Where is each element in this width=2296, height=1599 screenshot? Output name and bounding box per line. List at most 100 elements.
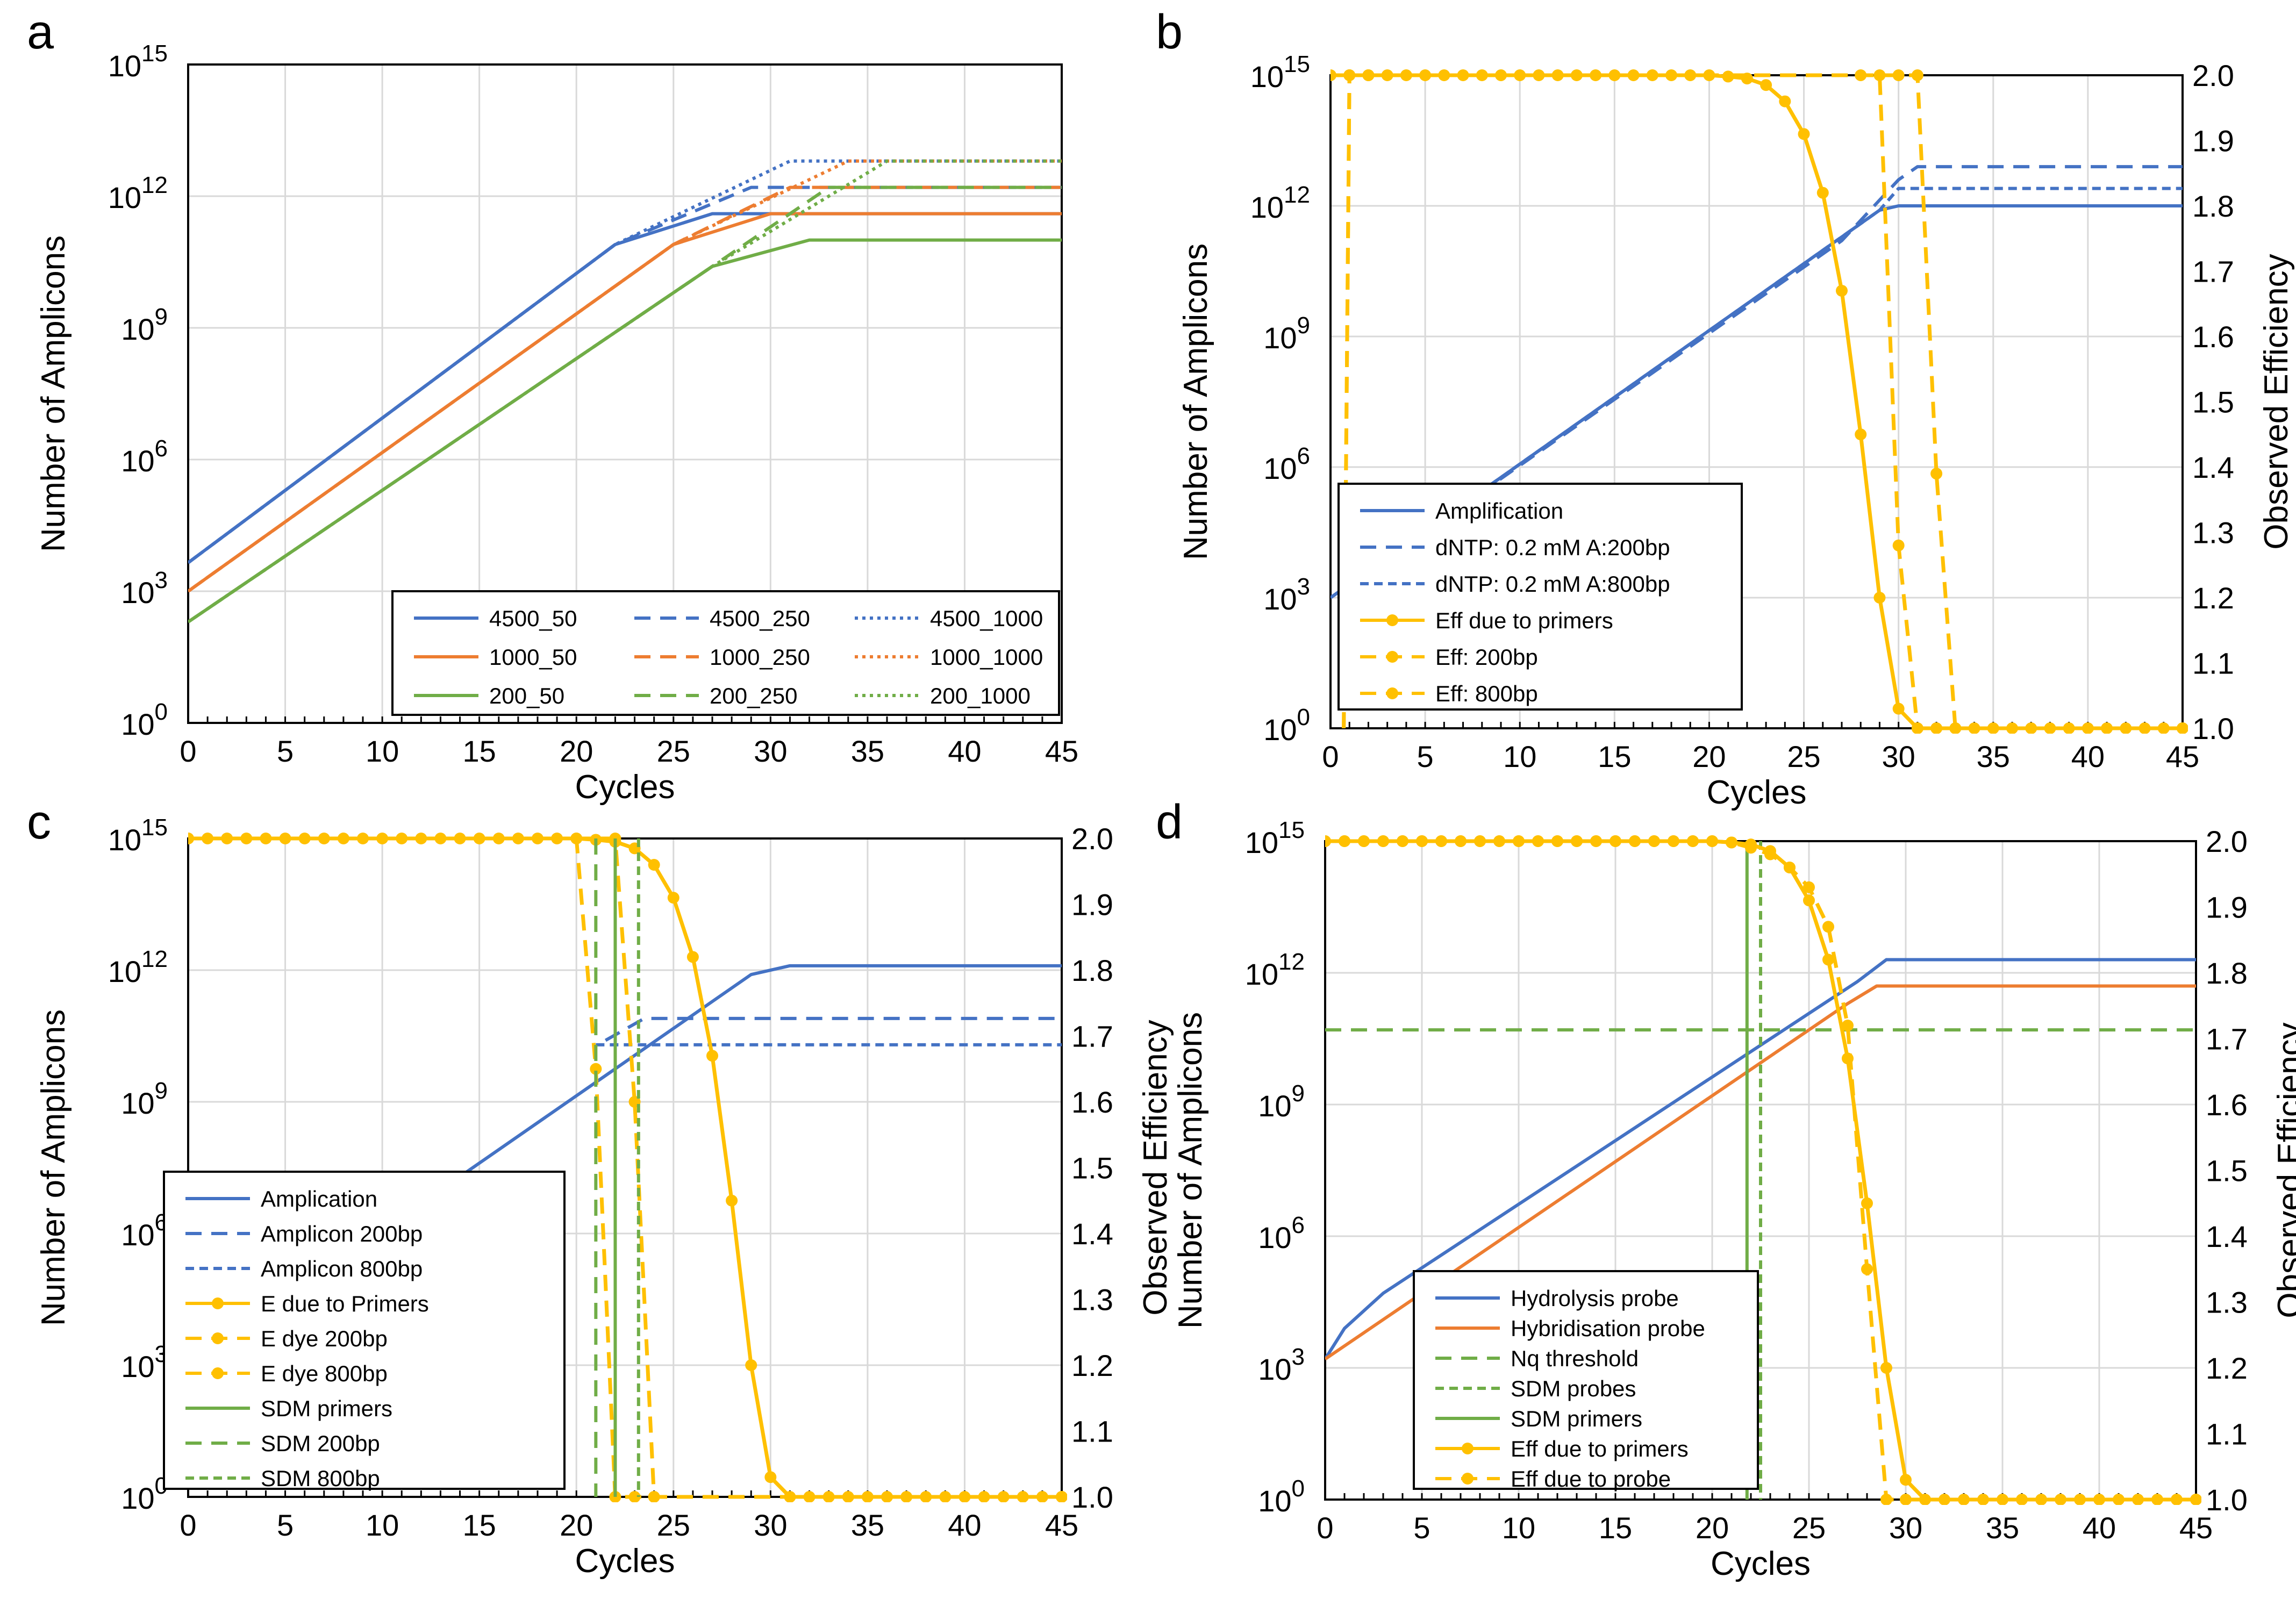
- legend-label: SDM primers: [261, 1396, 392, 1421]
- legend: Hydrolysis probe Hybridisation probe Nq th…: [1413, 1270, 1759, 1492]
- y2-tick-label: 1.2: [2192, 581, 2234, 615]
- y-tick-base: 10: [121, 312, 154, 346]
- y-tick-exponent: 6: [1297, 443, 1310, 469]
- x-tick-label: 0: [1317, 1511, 1333, 1545]
- data-point: [1648, 835, 1660, 847]
- y2-tick-label: 1.5: [2206, 1154, 2248, 1188]
- x-tick-label: 35: [1986, 1511, 2019, 1545]
- y-tick-base: 10: [1245, 826, 1278, 859]
- legend-label: 1000_250: [710, 644, 810, 670]
- panel-label: d: [1156, 795, 1183, 849]
- y-tick-label: 103: [1263, 573, 1310, 616]
- data-point: [1397, 835, 1408, 847]
- y-tick-base: 10: [1258, 1221, 1291, 1254]
- data-point: [726, 1194, 738, 1207]
- legend-marker: [1462, 1443, 1474, 1454]
- legend-label: 4500_1000: [930, 606, 1043, 631]
- y-tick-label: 1015: [108, 814, 168, 857]
- data-point: [1474, 835, 1486, 847]
- x-tick-label: 10: [1503, 740, 1536, 773]
- series-group: [188, 833, 1067, 1502]
- y-tick-label: 109: [1263, 312, 1310, 355]
- y-axis-label: Number of Amplicons: [35, 1009, 72, 1326]
- legend-box: [1337, 483, 1743, 711]
- y-tick-base: 10: [1263, 582, 1297, 616]
- y-tick-base: 10: [121, 1350, 154, 1383]
- y-tick-label: 1012: [108, 172, 168, 214]
- x-tick-label: 35: [851, 734, 884, 768]
- y-tick-base: 10: [1263, 451, 1297, 485]
- y-tick-exponent: 0: [1292, 1475, 1305, 1502]
- data-point: [1798, 128, 1810, 140]
- data-point: [706, 1050, 718, 1062]
- data-point: [978, 1491, 990, 1502]
- data-point: [1339, 835, 1350, 847]
- data-point: [686, 951, 699, 963]
- y-tick-base: 10: [1263, 713, 1297, 747]
- y-tick-base: 10: [1245, 957, 1278, 991]
- data-point: [1435, 835, 1447, 847]
- y-tick-label: 100: [1258, 1475, 1305, 1518]
- x-tick-label: 5: [1413, 1511, 1430, 1545]
- data-point: [1873, 69, 1886, 81]
- y2-tick-label: 1.3: [1071, 1283, 1113, 1317]
- data-point: [1919, 1494, 1931, 1505]
- x-tick-label: 40: [948, 1508, 981, 1542]
- legend-label: SDM primers: [1511, 1406, 1642, 1431]
- y-tick-base: 10: [1250, 60, 1284, 94]
- data-point: [1892, 69, 1905, 81]
- series-line-hybridisation-probe: [1325, 984, 2196, 1361]
- x-axis-label: Cycles: [575, 769, 675, 806]
- legend-marker: [1462, 1473, 1474, 1485]
- x-tick-label: 0: [1322, 740, 1339, 773]
- y-tick-exponent: 12: [1284, 182, 1310, 208]
- legend-marker: [1386, 651, 1398, 663]
- x-tick-label: 20: [560, 1508, 593, 1542]
- legend-label: Nq threshold: [1511, 1346, 1639, 1371]
- data-point: [1779, 95, 1791, 107]
- data-point: [1331, 69, 1336, 81]
- data-point: [1816, 187, 1829, 199]
- y-tick-exponent: 3: [1292, 1344, 1305, 1370]
- y-tick-base: 10: [121, 444, 154, 478]
- data-point: [188, 833, 194, 844]
- data-point: [1900, 1474, 1912, 1486]
- legend-label: Eff: 200bp: [1435, 644, 1538, 670]
- x-tick-label: 45: [2166, 740, 2199, 773]
- y2-tick-label: 1.6: [2192, 320, 2234, 354]
- x-tick-label: 40: [2071, 740, 2105, 773]
- y2-tick-label: 1.3: [2206, 1286, 2248, 1320]
- data-point: [2074, 1494, 2086, 1505]
- data-point: [1861, 1263, 1873, 1275]
- data-point: [628, 1491, 641, 1502]
- data-point: [648, 859, 660, 871]
- x-tick-label: 45: [1045, 734, 1078, 768]
- data-point: [1665, 69, 1677, 81]
- y2-tick-label: 2.0: [2192, 59, 2234, 92]
- data-point: [1861, 1197, 1873, 1209]
- data-point: [1533, 69, 1545, 81]
- series-line-amplication: [188, 964, 1062, 1367]
- legend-label: Eff: 800bp: [1435, 681, 1538, 706]
- y-tick-base: 10: [1258, 1352, 1291, 1386]
- x-tick-label: 30: [1882, 740, 1915, 773]
- data-point: [745, 1359, 757, 1371]
- data-point: [1949, 722, 1962, 734]
- series-line-200-1000: [188, 159, 1062, 623]
- x-axis-label: Cycles: [1706, 774, 1806, 811]
- legend: Amplification dNTP: 0.2 mM A:200bp dNTP: 0…: [1337, 483, 1743, 711]
- data-point: [279, 833, 291, 844]
- data-point: [1764, 848, 1776, 861]
- y-tick-label: 1012: [108, 946, 168, 988]
- data-point: [1438, 69, 1450, 81]
- legend-label: Eff due to probe: [1511, 1466, 1671, 1492]
- y-tick-exponent: 9: [1292, 1080, 1305, 1107]
- y2-tick-label: 1.0: [1071, 1480, 1113, 1514]
- y-tick-base: 10: [1258, 1484, 1291, 1518]
- legend-label: SDM 800bp: [261, 1466, 380, 1491]
- y-tick-exponent: 15: [141, 814, 168, 841]
- y-axis-label: Number of Amplicons: [1172, 1012, 1209, 1329]
- y2-axis-label: Observed Efficiency: [2258, 254, 2295, 549]
- data-point: [1892, 702, 1905, 715]
